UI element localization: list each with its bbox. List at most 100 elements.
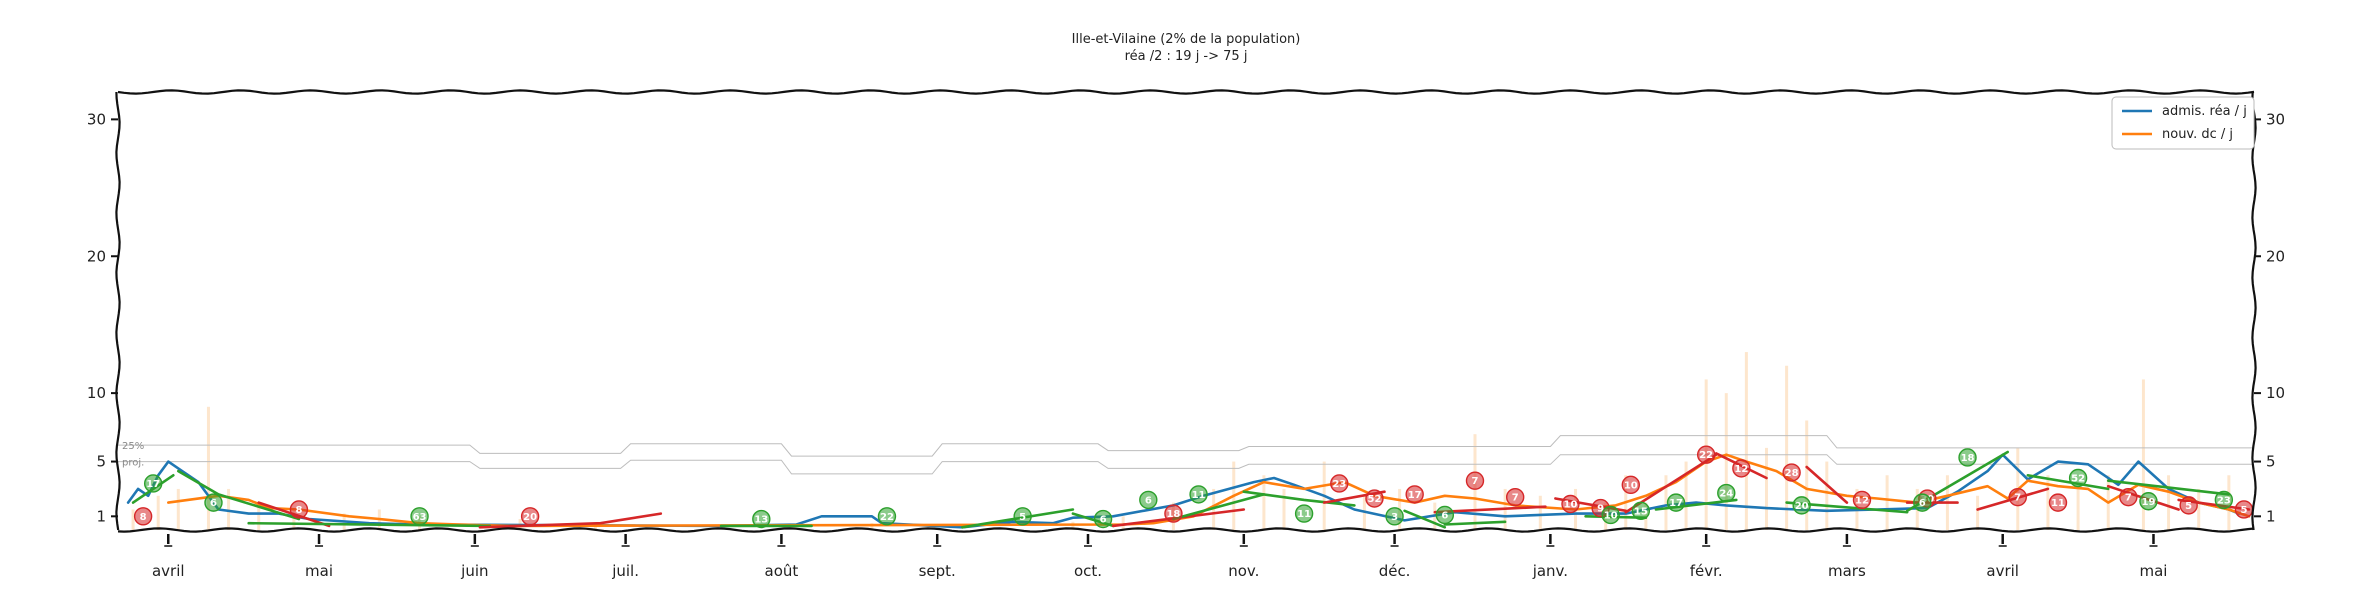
bar — [1976, 495, 1980, 530]
badge-circle — [204, 493, 223, 512]
badge-label: 9 — [1597, 504, 1604, 515]
bar — [2141, 379, 2145, 530]
badge-label: 22 — [880, 512, 894, 523]
badge: 11 — [1189, 485, 1208, 504]
badge-circle — [1852, 490, 1872, 510]
badge: 24 — [1717, 483, 1736, 503]
trend-line — [478, 512, 663, 529]
badge-circle — [1465, 471, 1485, 490]
legend-label-admis: admis. réa / j — [2162, 104, 2247, 119]
badge-circle — [1958, 448, 1977, 467]
badge: 8 — [133, 507, 153, 526]
badge-circle — [1792, 496, 1811, 515]
y-tick-label-right: 30 — [2266, 110, 2285, 128]
badge-label: 17 — [1408, 490, 1422, 501]
badge-circle — [1913, 493, 1932, 512]
badge-circle — [1365, 489, 1384, 508]
bar — [1825, 461, 1829, 530]
badge: 6 — [1093, 509, 1113, 529]
badge-label: 11 — [1297, 509, 1311, 520]
badge: 23 — [1330, 474, 1349, 493]
badge-label: 5 — [2185, 501, 2192, 512]
badge-label: 24 — [1719, 489, 1733, 500]
bar — [1538, 495, 1542, 530]
bar — [1282, 488, 1286, 530]
badge-circle — [520, 507, 540, 526]
badge-label: 28 — [1785, 468, 1799, 479]
badge: 12 — [1732, 459, 1751, 478]
projection-band — [118, 435, 2254, 475]
badge: 17 — [143, 474, 163, 493]
band-label-proj: proj. — [122, 458, 144, 469]
band-label-25: 25% — [122, 441, 144, 452]
trend-line — [2026, 474, 2110, 491]
bar — [1805, 420, 1809, 530]
badge-circle — [289, 500, 309, 519]
bar — [1684, 461, 1688, 530]
x-tick-label: sept. — [919, 562, 956, 580]
badge-circle — [752, 509, 771, 529]
bar — [2076, 488, 2080, 530]
x-tick-label: juin — [460, 562, 488, 580]
badge-circle — [1294, 504, 1314, 523]
badge-circle — [1164, 504, 1183, 523]
bar — [1785, 365, 1789, 530]
badge-circle — [2214, 490, 2234, 510]
badge: 52 — [1365, 489, 1384, 508]
badge-circle — [2008, 487, 2027, 507]
x-tick-label: mai — [2139, 562, 2167, 580]
x-tick-label: oct. — [1074, 562, 1102, 580]
badge-label: 23 — [1332, 479, 1346, 490]
bar — [227, 488, 231, 530]
badge-label: 7 — [2014, 493, 2021, 504]
y-tick-label-right: 1 — [2266, 507, 2276, 525]
y-tick-label-left: 20 — [87, 247, 106, 265]
badge-circle — [1631, 501, 1651, 521]
badge: 5 — [2179, 496, 2198, 515]
bar — [257, 502, 261, 530]
badge-label: 5 — [2240, 505, 2247, 516]
badge: 18 — [1958, 448, 1977, 467]
badge: 10 — [1621, 475, 1640, 495]
badge-circle — [1782, 463, 1801, 482]
badge-label: 12 — [1734, 464, 1748, 475]
badge-circle — [410, 507, 429, 526]
bar — [156, 495, 160, 530]
badge-circle — [1139, 490, 1158, 510]
badge: 6 — [1139, 490, 1158, 510]
badge-label: 12 — [1855, 495, 1869, 506]
badge: 7 — [2008, 487, 2027, 507]
trend-line — [247, 521, 492, 528]
badge: 20 — [520, 507, 540, 526]
x-tick-label: août — [765, 562, 799, 580]
trend-line — [1172, 493, 1266, 521]
badge: 10 — [1561, 494, 1580, 514]
badge: 3 — [1385, 507, 1404, 526]
badge-label: 13 — [754, 515, 768, 526]
badge: 22 — [877, 507, 897, 526]
x-tick-label: janv. — [1532, 562, 1568, 580]
badge-label: 8 — [295, 505, 302, 516]
chart-title: Ille-et-Vilaine (2% de la population) — [1072, 32, 1301, 47]
y-tick-label-left: 5 — [96, 453, 106, 471]
y-tick-label-right: 20 — [2266, 247, 2285, 265]
badge-label: 10 — [1604, 510, 1618, 521]
y-tick-label-right: 5 — [2266, 453, 2276, 471]
badge-label: 10 — [1564, 499, 1578, 510]
badge-label: 6 — [1919, 498, 1926, 509]
badge: 23 — [2214, 490, 2234, 510]
badge-circle — [1696, 445, 1716, 464]
badge-label: 11 — [1192, 490, 1206, 501]
x-tick-label: févr. — [1690, 562, 1723, 580]
trend-line — [1242, 490, 1356, 507]
badge-circle — [2119, 487, 2138, 507]
bar — [1664, 475, 1668, 530]
badge-circle — [1601, 505, 1620, 525]
legend: admis. réa / j nouv. dc / j — [2111, 96, 2255, 150]
badge: 6 — [1435, 505, 1455, 525]
badge: 5 — [2234, 500, 2254, 519]
badge-label: 22 — [1699, 450, 1713, 461]
badge-circle — [1561, 494, 1580, 514]
badge: 18 — [1164, 504, 1183, 523]
